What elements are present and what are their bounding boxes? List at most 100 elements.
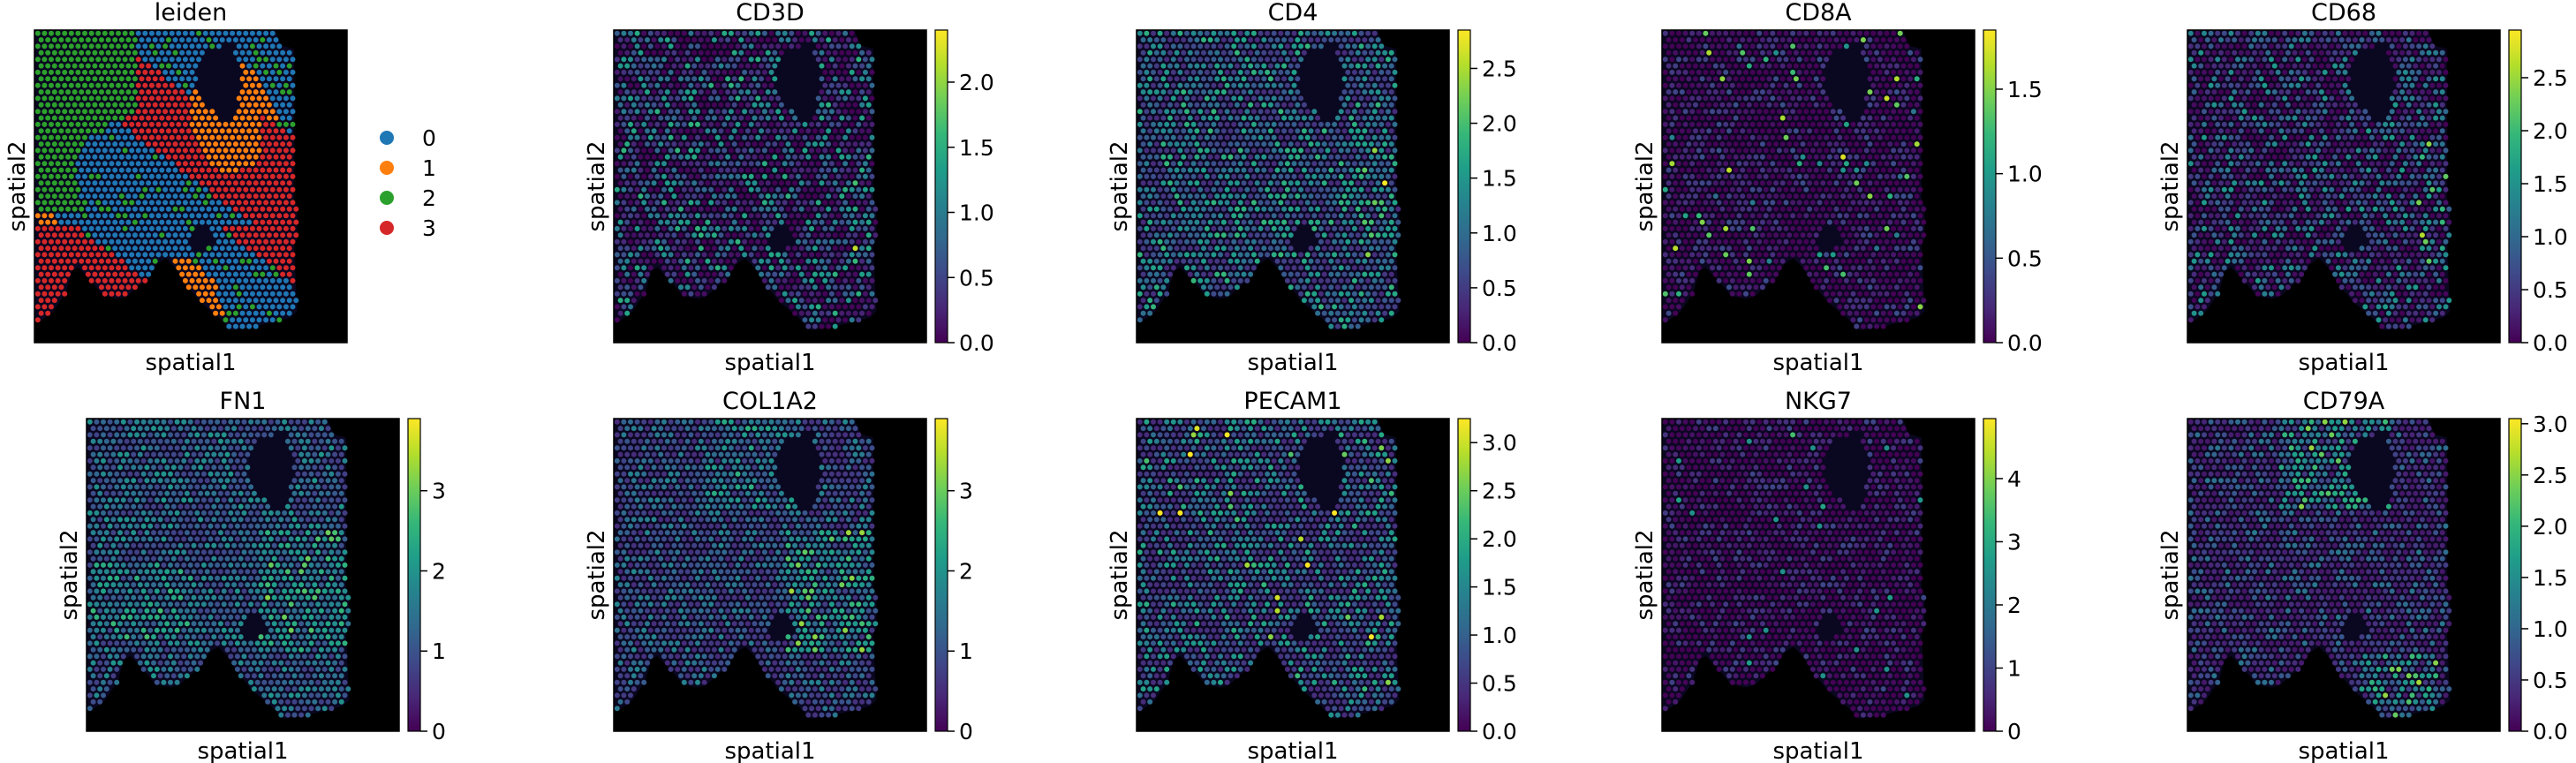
spot: [112, 76, 118, 82]
spot: [738, 49, 744, 56]
spot: [691, 219, 698, 225]
spot: [165, 115, 171, 121]
spot: [828, 173, 835, 179]
spot: [1766, 63, 1772, 69]
spot: [691, 115, 698, 121]
spot: [654, 109, 661, 115]
spot: [1151, 252, 1156, 258]
spot: [280, 232, 286, 238]
spot: [842, 213, 849, 219]
spot: [765, 271, 771, 277]
spot: [92, 76, 98, 82]
spot: [189, 147, 195, 154]
spot: [778, 258, 784, 264]
spot: [185, 89, 192, 95]
spot: [185, 219, 192, 225]
spot: [269, 304, 276, 310]
spot: [129, 225, 135, 231]
spot: [1796, 30, 1802, 36]
spot: [236, 186, 242, 193]
spot: [775, 186, 782, 193]
spot: [1265, 186, 1271, 193]
spot: [1201, 219, 1206, 225]
spot: [631, 167, 637, 173]
spot: [213, 258, 219, 264]
spot: [647, 69, 653, 75]
spot: [728, 95, 734, 102]
spot: [1392, 252, 1398, 258]
spot: [1167, 89, 1173, 95]
spot: [176, 265, 182, 271]
spot: [647, 252, 653, 258]
spot: [109, 173, 115, 179]
spot: [708, 265, 714, 271]
spot: [162, 213, 169, 219]
spot: [34, 134, 41, 140]
spot: [721, 134, 728, 140]
spot: [1388, 298, 1394, 304]
spot: [1140, 246, 1146, 252]
spot: [273, 284, 279, 291]
spot: [1187, 180, 1193, 186]
spot: [58, 141, 64, 147]
spot: [856, 291, 862, 297]
spot: [1211, 200, 1217, 206]
spot: [1177, 161, 1183, 167]
spot: [45, 258, 51, 264]
spot: [49, 304, 54, 310]
spot: [641, 30, 647, 36]
spot: [118, 232, 125, 238]
spot: [176, 69, 182, 75]
spot: [209, 121, 215, 127]
spot: [859, 310, 865, 316]
spot: [1261, 63, 1267, 69]
spot: [1194, 206, 1200, 212]
spot: [744, 102, 751, 108]
colorbar: 0.00.51.01.52.02.5: [1457, 29, 1517, 356]
spot: [88, 121, 94, 127]
spot: [768, 277, 774, 283]
spot: [1291, 265, 1297, 271]
spot: [1258, 213, 1264, 219]
spot: [1218, 200, 1223, 206]
spot: [775, 161, 782, 167]
spot: [828, 30, 835, 36]
spot: [684, 193, 691, 200]
spot: [182, 43, 188, 49]
spot: [1388, 258, 1394, 264]
spot: [691, 154, 698, 160]
spot: [1174, 232, 1180, 238]
spot: [79, 37, 85, 43]
spot: [835, 252, 842, 258]
spot: [1201, 63, 1206, 69]
colorbar-tick-label: 0.0: [959, 330, 994, 356]
spot: [859, 271, 865, 277]
spot: [1830, 30, 1836, 36]
spot: [778, 167, 784, 173]
spot: [182, 95, 188, 102]
spot: [759, 128, 765, 134]
spot: [826, 206, 832, 212]
spot: [215, 134, 222, 140]
spot: [859, 167, 865, 173]
spot: [1281, 102, 1288, 108]
spot: [865, 310, 872, 316]
spot: [708, 225, 714, 231]
spot: [1719, 76, 1726, 82]
spot: [721, 57, 728, 63]
spot: [869, 225, 875, 231]
spot: [725, 63, 731, 69]
spot: [105, 180, 111, 186]
spot: [1345, 200, 1351, 206]
spot: [243, 82, 249, 88]
spot: [631, 102, 637, 108]
spot: [785, 115, 791, 121]
spot: [1334, 115, 1341, 121]
spot: [1298, 121, 1304, 127]
spot: [82, 238, 87, 245]
spot: [1214, 102, 1220, 108]
spot: [95, 57, 102, 63]
spot: [819, 180, 825, 186]
spot: [869, 186, 875, 193]
spot: [1274, 154, 1280, 160]
